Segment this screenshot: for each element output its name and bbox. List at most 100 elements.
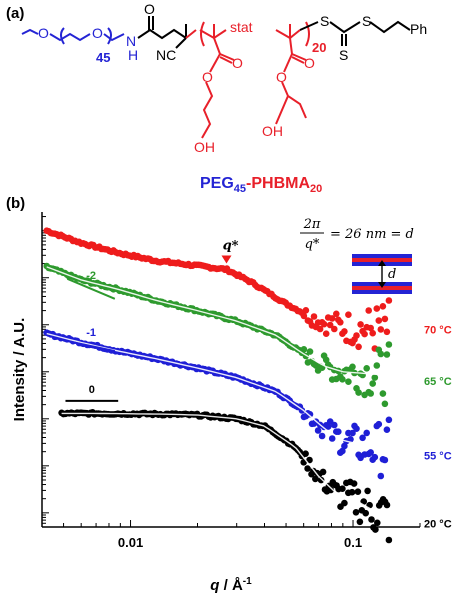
- data-point-0: [365, 307, 373, 314]
- d-arrow-head-bottom: [378, 282, 386, 288]
- methoxy-bond: [21, 28, 39, 35]
- ester2-bond: [289, 37, 293, 55]
- data-point-0: [320, 320, 328, 328]
- polymer-name-peg: PEG: [200, 175, 234, 192]
- atom-o-ester1: O: [202, 69, 213, 85]
- atom-o-ester1-carbonyl: O: [232, 55, 243, 71]
- data-point-1: [385, 341, 393, 348]
- peg-bracket-left: [60, 27, 65, 45]
- s-c-s-bonds: [329, 21, 361, 34]
- phenethyl-chain: [369, 20, 411, 34]
- data-point-0: [310, 313, 318, 320]
- atom-s-1: S: [320, 13, 329, 29]
- phenyl-group: Ph: [410, 21, 427, 37]
- nitrile-group: NC: [156, 47, 176, 63]
- atom-s-3: S: [339, 47, 348, 63]
- x-tick-label: 0.1: [344, 535, 362, 550]
- stat-label: stat: [230, 19, 253, 35]
- polymer-name-phbma-sub: 20: [310, 183, 322, 195]
- hydroxybutan-2-yl-chain: [281, 81, 307, 119]
- data-point-3: [352, 509, 360, 516]
- ester1-co: [219, 53, 235, 61]
- hbma-repeat-number: 20: [312, 40, 326, 55]
- data-point-0: [375, 317, 383, 324]
- data-point-1: [381, 400, 389, 408]
- data-point-2: [367, 449, 375, 456]
- data-point-3: [350, 480, 358, 487]
- linker: [137, 16, 187, 49]
- polymer-name: PEG45-PHBMA20: [200, 175, 322, 195]
- x-tick-label: 0.01: [118, 535, 143, 550]
- data-point-0: [326, 321, 334, 329]
- data-point-2: [328, 435, 336, 442]
- data-point-1: [369, 380, 377, 387]
- bracket-right: [305, 21, 310, 47]
- peg-bracket-right: [107, 27, 112, 45]
- data-point-2: [314, 427, 322, 434]
- data-point-2: [335, 428, 342, 436]
- data-point-0: [302, 307, 310, 314]
- data-point-0: [357, 321, 364, 328]
- lamellar-inset: 2π q* = 26 nm = d d: [300, 217, 414, 294]
- data-point-0: [316, 325, 324, 333]
- nitrile-bond: [175, 37, 187, 49]
- data-point-0: [353, 332, 360, 339]
- data-point-1: [373, 362, 381, 369]
- data-point-1: [377, 350, 385, 358]
- data-point-3: [302, 450, 309, 458]
- slope-guide-line: [67, 340, 116, 353]
- data-point-0: [322, 330, 330, 338]
- data-point-3: [327, 486, 335, 494]
- data-point-0: [355, 343, 362, 351]
- data-point-1: [349, 363, 356, 371]
- data-point-1: [379, 390, 387, 397]
- slope-label: -2: [86, 270, 96, 282]
- data-point-0: [379, 303, 387, 310]
- data-point-0: [367, 324, 375, 332]
- data-point-3: [319, 468, 327, 476]
- data-point-0: [328, 315, 336, 322]
- panel-label-b: (b): [6, 195, 25, 212]
- data-point-3: [306, 456, 313, 464]
- data-point-3: [374, 519, 381, 527]
- data-point-1: [306, 348, 314, 355]
- data-point-2: [353, 425, 360, 433]
- data-point-3: [354, 488, 362, 496]
- data-point-1: [355, 389, 362, 396]
- equation-rest: = 26 nm = d: [330, 227, 414, 242]
- atom-o-ester2-carbonyl: O: [304, 55, 315, 71]
- atom-o-carbonyl: O: [144, 1, 155, 17]
- data-point-0: [300, 312, 308, 320]
- data-point-1: [383, 351, 391, 358]
- slope-label: 0: [89, 384, 95, 396]
- equation-denominator: q*: [305, 237, 320, 252]
- peak-marker: [221, 255, 232, 264]
- data-point-0: [377, 326, 385, 333]
- hydroxymethyl-branch: [275, 95, 289, 125]
- data-point-1: [367, 390, 375, 397]
- equation-numerator: 2π: [303, 217, 321, 232]
- data-point-2: [331, 421, 338, 429]
- peg-chain-bonds: [49, 32, 91, 42]
- data-point-0: [337, 319, 344, 326]
- data-point-0: [385, 297, 393, 304]
- data-point-2: [359, 434, 366, 442]
- data-point-3: [372, 526, 379, 533]
- c-s-bond: [299, 21, 319, 31]
- x-axis-label: q / Å-1: [210, 576, 252, 594]
- ester2-c-o: [283, 53, 293, 73]
- data-point-3: [362, 509, 370, 517]
- atom-o-peg: O: [92, 25, 103, 41]
- data-point-0: [361, 330, 368, 338]
- data-point-3: [368, 516, 375, 523]
- data-point-0: [369, 329, 377, 337]
- hydroxyl-1: OH: [194, 139, 215, 155]
- atom-o-methoxy: O: [38, 25, 49, 41]
- data-point-0: [383, 328, 391, 336]
- polymer-name-dash: -: [246, 175, 251, 192]
- backbone-link: [185, 29, 197, 39]
- data-point-3: [364, 487, 371, 495]
- saxs-plot: 0.01 0.1 q / Å-1 Intensity / A.U. 70 °C 65 °C…: [11, 212, 452, 594]
- ester1-c-o: [209, 53, 221, 73]
